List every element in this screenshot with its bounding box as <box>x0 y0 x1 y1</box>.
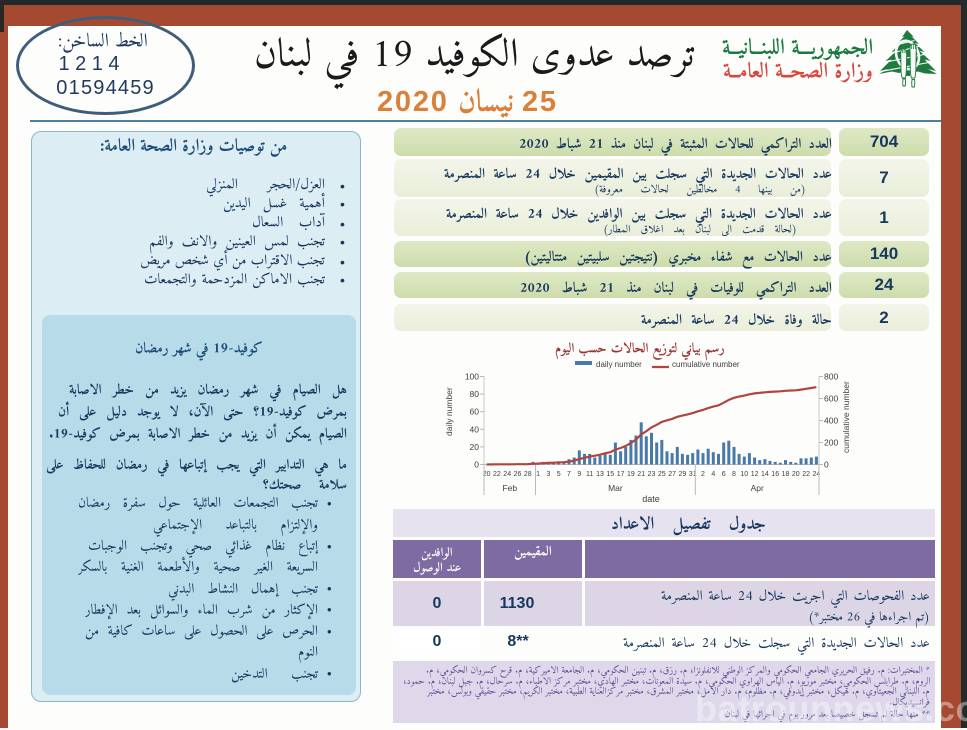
svg-text:22: 22 <box>493 471 501 478</box>
svg-text:Apr: Apr <box>751 483 764 493</box>
svg-text:25: 25 <box>658 471 666 478</box>
svg-text:13: 13 <box>596 471 604 478</box>
svg-text:27: 27 <box>668 471 676 478</box>
svg-text:cumulative number: cumulative number <box>841 381 851 453</box>
svg-text:24: 24 <box>503 471 511 478</box>
svg-text:18: 18 <box>782 471 790 478</box>
svg-text:Mar: Mar <box>608 483 623 493</box>
svg-text:daily number: daily number <box>596 360 642 369</box>
svg-text:21: 21 <box>637 471 645 478</box>
svg-text:800: 800 <box>824 372 838 382</box>
svg-text:600: 600 <box>824 394 838 404</box>
svg-text:200: 200 <box>824 438 838 448</box>
svg-text:100: 100 <box>465 372 479 382</box>
svg-text:60: 60 <box>470 407 480 417</box>
svg-text:28: 28 <box>524 471 532 478</box>
svg-text:31: 31 <box>689 471 697 478</box>
svg-text:20: 20 <box>470 442 480 452</box>
svg-text:Feb: Feb <box>502 483 517 493</box>
svg-text:19: 19 <box>627 471 635 478</box>
svg-text:15: 15 <box>606 471 614 478</box>
svg-text:daily number: daily number <box>444 387 454 436</box>
svg-text:400: 400 <box>824 416 838 426</box>
svg-text:10: 10 <box>740 471 748 478</box>
svg-text:11: 11 <box>586 471 593 478</box>
svg-text:24: 24 <box>813 471 821 478</box>
svg-text:0: 0 <box>824 460 829 470</box>
svg-text:7: 7 <box>567 471 571 478</box>
svg-text:0: 0 <box>474 460 479 470</box>
svg-text:26: 26 <box>514 471 522 478</box>
svg-text:17: 17 <box>617 471 625 478</box>
svg-text:23: 23 <box>648 471 656 478</box>
svg-text:40: 40 <box>470 424 480 434</box>
svg-text:22: 22 <box>802 471 810 478</box>
svg-text:20: 20 <box>792 471 800 478</box>
svg-text:8: 8 <box>732 471 736 478</box>
svg-text:4: 4 <box>711 471 715 478</box>
svg-text:6: 6 <box>722 471 726 478</box>
svg-text:20: 20 <box>483 471 491 478</box>
svg-text:2: 2 <box>701 471 705 478</box>
svg-text:cumulative number: cumulative number <box>672 360 740 369</box>
svg-text:9: 9 <box>577 471 581 478</box>
svg-text:date: date <box>642 494 660 504</box>
svg-text:29: 29 <box>679 471 687 478</box>
svg-text:14: 14 <box>761 471 769 478</box>
svg-text:16: 16 <box>771 471 779 478</box>
svg-text:3: 3 <box>546 471 550 478</box>
svg-text:1: 1 <box>536 471 540 478</box>
svg-text:12: 12 <box>751 471 759 478</box>
svg-text:80: 80 <box>470 389 480 399</box>
svg-text:5: 5 <box>557 471 561 478</box>
